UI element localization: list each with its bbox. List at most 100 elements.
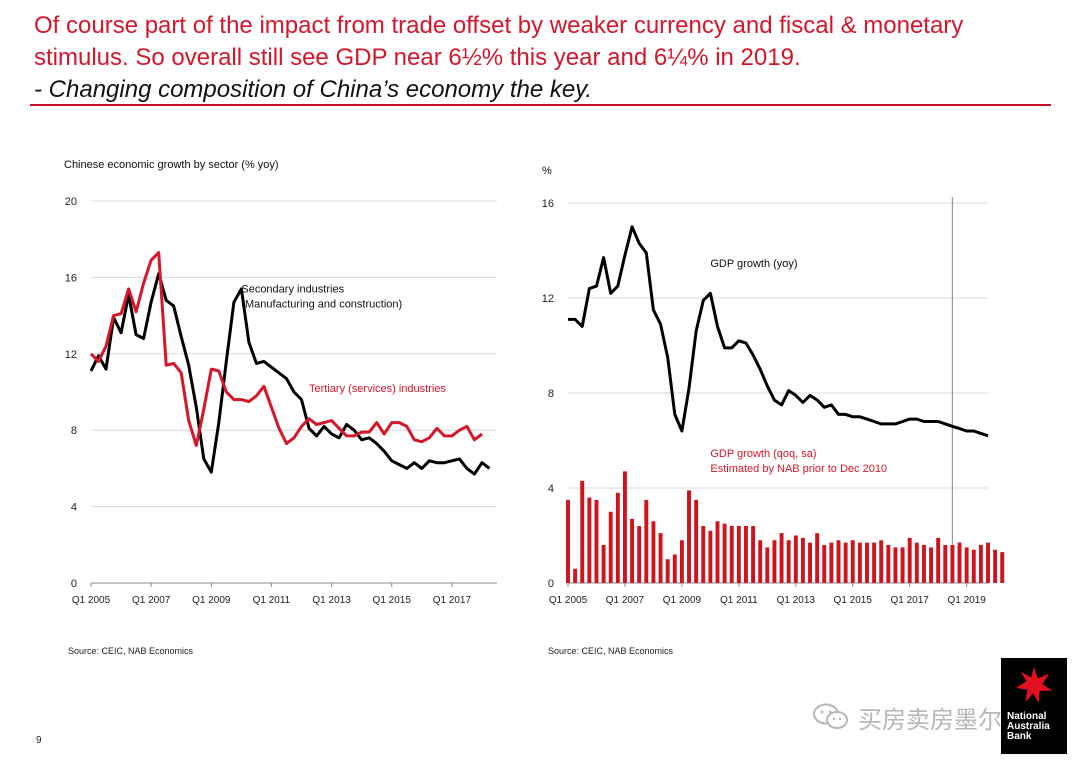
qoq-growth-bar: [900, 547, 905, 583]
qoq-growth-bar: [815, 533, 820, 583]
secondary-industries-line: [89, 272, 491, 476]
x-tick-label: Q1 2011: [253, 595, 291, 606]
qoq-growth-bar: [736, 526, 741, 583]
qoq-growth-bar: [687, 490, 691, 583]
nab-logo-text: National Australia Bank: [1007, 712, 1050, 742]
x-tick-label: Q1 2015: [373, 595, 412, 606]
tertiary-industries-line: [89, 251, 483, 447]
headline: Of course part of the impact from trade …: [34, 10, 1054, 106]
chart1-source: Source: CEIC, NAB Economics: [68, 646, 194, 656]
chart2-source: Source: CEIC, NAB Economics: [548, 646, 674, 656]
qoq-growth-bar: [886, 545, 891, 583]
series-label: Tertiary (services) industries: [309, 383, 446, 395]
qoq-growth-bar: [1000, 552, 1005, 583]
qoq-growth-bar: [829, 542, 834, 583]
series-label: GDP growth (yoy): [710, 258, 797, 270]
qoq-growth-bar: [943, 545, 948, 583]
x-tick-label: Q1 2009: [192, 595, 231, 606]
y-tick-label: 8: [71, 425, 77, 437]
qoq-growth-bar: [879, 540, 884, 583]
headline-line-2: stimulus. So overall still see GDP near …: [34, 44, 801, 71]
y-tick-label: 0: [548, 578, 554, 590]
qoq-growth-bar: [708, 530, 713, 583]
qoq-growth-bar: [786, 540, 791, 583]
qoq-growth-bar: [601, 545, 606, 583]
logo-line-3: Bank: [1007, 731, 1032, 742]
wechat-watermark: 买房卖房墨尔本: [812, 700, 1026, 734]
logo-line-2: Australia: [1007, 721, 1050, 732]
qoq-growth-bar: [850, 540, 855, 583]
qoq-growth-bar: [971, 549, 976, 583]
qoq-growth-bar: [836, 540, 841, 583]
qoq-growth-bar: [779, 533, 784, 583]
chart-title: Chinese economic growth by sector (% yoy…: [64, 159, 279, 171]
qoq-growth-bar: [608, 511, 613, 583]
qoq-growth-bar: [822, 545, 827, 583]
qoq-growth-bar: [679, 540, 684, 583]
x-tick-label: Q1 2005: [72, 595, 111, 606]
y-tick-label: 4: [71, 502, 77, 514]
qoq-growth-bar: [751, 526, 756, 583]
qoq-growth-bar: [921, 545, 926, 583]
qoq-growth-bar: [729, 526, 734, 583]
qoq-growth-bar: [622, 471, 627, 583]
qoq-growth-bar: [637, 526, 642, 583]
headline-line-1: Of course part of the impact from trade …: [34, 12, 964, 39]
header-divider: [30, 104, 1051, 106]
qoq-growth-bar: [936, 537, 941, 583]
series-label-line: Tertiary (services) industries: [309, 383, 446, 395]
qoq-growth-bar: [986, 542, 990, 583]
x-tick-label: Q1 2007: [606, 595, 645, 606]
qoq-growth-bar: [722, 523, 727, 583]
y-tick-label: 16: [65, 272, 77, 284]
y-tick-label: 8: [548, 388, 554, 400]
logo-line-1: National: [1007, 711, 1047, 722]
qoq-growth-bar: [594, 499, 599, 583]
x-tick-label: Q1 2017: [433, 595, 472, 606]
qoq-growth-bar: [964, 547, 969, 583]
qoq-growth-bar: [744, 526, 748, 583]
y-tick-label: 20: [65, 196, 77, 208]
qoq-growth-bar: [907, 537, 912, 583]
qoq-growth-bar: [630, 518, 635, 583]
series-label-line: (Manufacturing and construction): [241, 299, 402, 311]
qoq-growth-bar: [893, 547, 898, 583]
x-tick-label: Q1 2007: [132, 595, 171, 606]
qoq-growth-bar: [566, 499, 570, 583]
qoq-growth-bar: [993, 549, 998, 583]
series-label-line: GDP growth (yoy): [710, 258, 797, 270]
qoq-growth-bar: [793, 535, 798, 583]
qoq-growth-bar: [644, 499, 649, 583]
y-tick-label: 12: [65, 349, 77, 361]
y-tick-label: 12: [542, 293, 554, 305]
qoq-growth-bar: [715, 521, 720, 583]
qoq-growth-bar: [978, 545, 983, 583]
qoq-growth-bar: [929, 547, 934, 583]
qoq-growth-bar: [957, 542, 962, 583]
x-tick-label: Q1 2013: [312, 595, 351, 606]
qoq-growth-bar: [950, 545, 955, 583]
qoq-growth-bar: [865, 542, 869, 583]
y-tick-label: 0: [71, 578, 77, 590]
qoq-growth-bar: [672, 554, 677, 583]
wechat-account-name: 买房卖房墨尔本: [858, 705, 1026, 734]
series-label-line: Estimated by NAB prior to Dec 2010: [710, 463, 887, 475]
qoq-growth-bar: [857, 542, 862, 583]
qoq-growth-bar: [658, 533, 663, 583]
yoy-growth-line: [568, 225, 989, 438]
nab-star-icon: [1015, 666, 1053, 704]
qoq-series-label: GDP growth (qoq, sa) Estimated by NAB pri…: [710, 448, 887, 475]
wechat-icon: [813, 703, 848, 729]
y-tick-label: 16: [542, 198, 554, 210]
series-label-line: Secondary industries: [241, 284, 344, 296]
qoq-growth-bar: [772, 540, 777, 583]
qoq-growth-bar: [800, 537, 805, 583]
qoq-growth-bar: [587, 497, 592, 583]
x-tick-label: Q1 2013: [777, 595, 816, 606]
headline-subtitle: - Changing composition of China’s econom…: [34, 76, 593, 103]
x-tick-label: Q1 2011: [720, 595, 758, 606]
qoq-growth-bar: [872, 542, 877, 583]
qoq-growth-bar: [615, 492, 620, 583]
